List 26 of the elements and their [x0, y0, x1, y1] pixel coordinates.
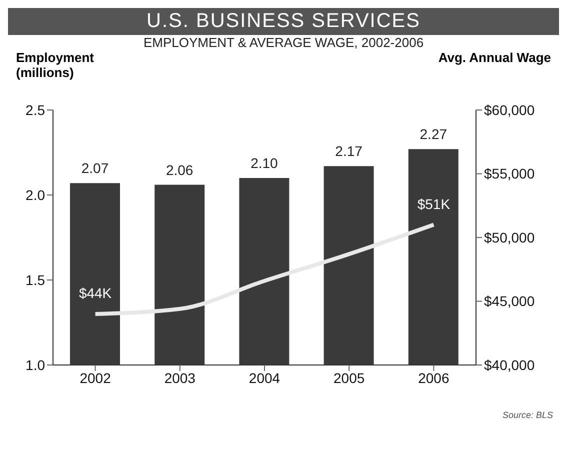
chart-subtitle: EMPLOYMENT & AVERAGE WAGE, 2002-2006 — [142, 35, 425, 50]
data-label: 2.27 — [420, 126, 448, 142]
y-tick-label: 1.5 — [26, 272, 46, 288]
y2-tick-label: $55,000 — [484, 166, 535, 182]
y-axis-title: Employment (millions) — [16, 50, 94, 80]
x-tick-label: 2002 — [80, 370, 112, 386]
y2-tick-label: $50,000 — [484, 229, 535, 246]
data-label: 2.06 — [166, 162, 194, 178]
y2-tick-label: $60,000 — [484, 102, 535, 118]
data-label: $44K — [78, 285, 112, 301]
y2-axis-title: Avg. Annual Wage — [438, 50, 551, 67]
y-tick-label: 2.5 — [26, 102, 46, 118]
x-tick-label: 2005 — [334, 370, 365, 386]
x-tick-label: 2006 — [418, 370, 450, 386]
data-label: $51K — [417, 196, 451, 212]
x-tick-label: 2004 — [248, 370, 280, 386]
y-tick-label: 1.0 — [26, 356, 46, 373]
y-tick-label: 2.0 — [26, 186, 46, 203]
data-label: 2.17 — [335, 143, 363, 160]
data-label: 2.10 — [250, 155, 278, 171]
y2-tick-label: $45,000 — [484, 293, 535, 310]
data-label: 2.07 — [81, 160, 109, 176]
source-note: Source: BLS — [502, 410, 553, 420]
x-tick-label: 2003 — [164, 370, 196, 386]
y2-tick-label: $40,000 — [484, 356, 535, 373]
chart-title: U.S. BUSINESS SERVICES — [8, 8, 559, 35]
